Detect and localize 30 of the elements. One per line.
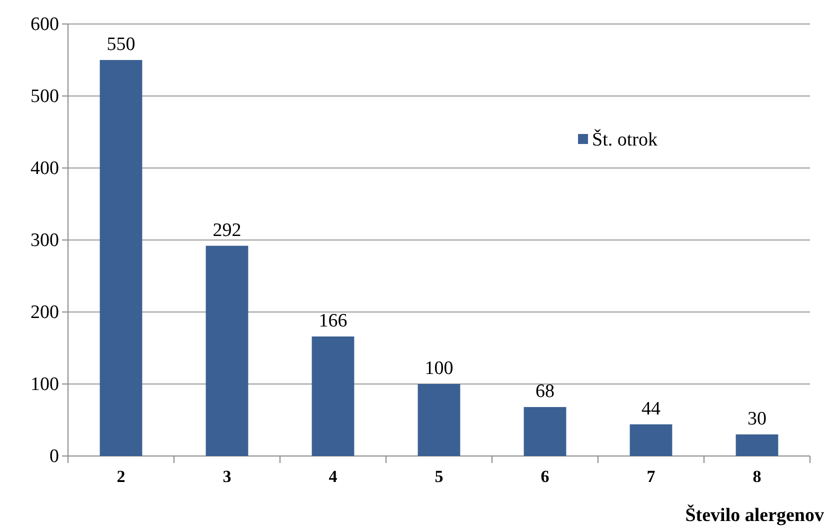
x-tick-label: 3 <box>222 467 232 486</box>
y-tick-label: 600 <box>30 14 59 36</box>
x-tick-label: 2 <box>116 467 126 486</box>
bar <box>312 336 354 456</box>
x-tick-label: 7 <box>646 467 656 486</box>
y-tick-label: 300 <box>30 230 59 252</box>
x-tick-label: 8 <box>752 467 762 486</box>
x-axis-title: Število alergenov <box>685 504 824 526</box>
y-tick-label: 0 <box>50 446 59 468</box>
data-label: 68 <box>536 381 554 402</box>
data-label: 166 <box>318 310 348 332</box>
x-tick-label: 6 <box>540 467 550 486</box>
legend-label: Št. otrok <box>592 128 658 151</box>
y-tick-label: 500 <box>30 86 59 108</box>
bar <box>630 424 672 456</box>
data-label: 44 <box>642 398 661 420</box>
y-tick-label: 400 <box>30 158 59 180</box>
data-label: 100 <box>424 358 454 379</box>
x-tick-label: 5 <box>434 467 444 486</box>
data-label: 550 <box>106 34 136 55</box>
bar <box>418 384 460 456</box>
data-label: 292 <box>212 220 242 241</box>
y-tick-label: 200 <box>30 302 59 324</box>
bar <box>206 246 248 456</box>
x-tick-label: 4 <box>328 467 338 486</box>
bar <box>736 434 778 456</box>
y-tick-label: 100 <box>30 374 59 396</box>
data-label: 30 <box>748 408 766 430</box>
bar <box>524 407 566 456</box>
bar <box>100 60 142 456</box>
